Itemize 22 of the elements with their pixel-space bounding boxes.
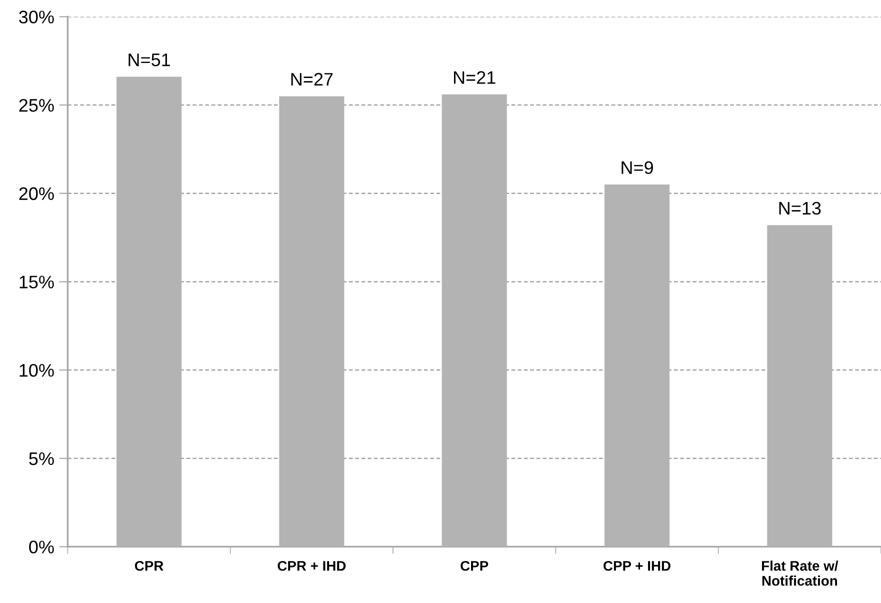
y-tick-label: 25% bbox=[19, 98, 54, 112]
y-tick-label: 20% bbox=[19, 187, 54, 200]
annotation: N=9 bbox=[622, 161, 653, 174]
annotation: N=51 bbox=[128, 54, 170, 66]
bar bbox=[279, 96, 344, 547]
x-tick-label: CPP bbox=[460, 560, 488, 571]
bar bbox=[767, 225, 832, 547]
annotation: N=21 bbox=[454, 71, 496, 84]
bar bbox=[116, 76, 182, 547]
y-tick-label: 0% bbox=[29, 540, 54, 554]
y-tick-label: 10% bbox=[20, 364, 54, 377]
y-tick-label: 15% bbox=[20, 276, 54, 288]
y-tick-label: 30% bbox=[19, 10, 54, 24]
annotation: N=27 bbox=[291, 72, 333, 86]
bar bbox=[442, 94, 507, 547]
annotation: N=13 bbox=[779, 202, 821, 215]
bar bbox=[604, 184, 670, 547]
x-tick-label: CPR + IHD bbox=[278, 560, 346, 571]
x-tick-label: CPP + IHD bbox=[604, 560, 670, 571]
y-tick-label: 5% bbox=[29, 452, 54, 466]
x-tick-label: Flat Rate w/ Notification bbox=[762, 560, 838, 586]
x-tick-label: CPR bbox=[134, 560, 164, 571]
